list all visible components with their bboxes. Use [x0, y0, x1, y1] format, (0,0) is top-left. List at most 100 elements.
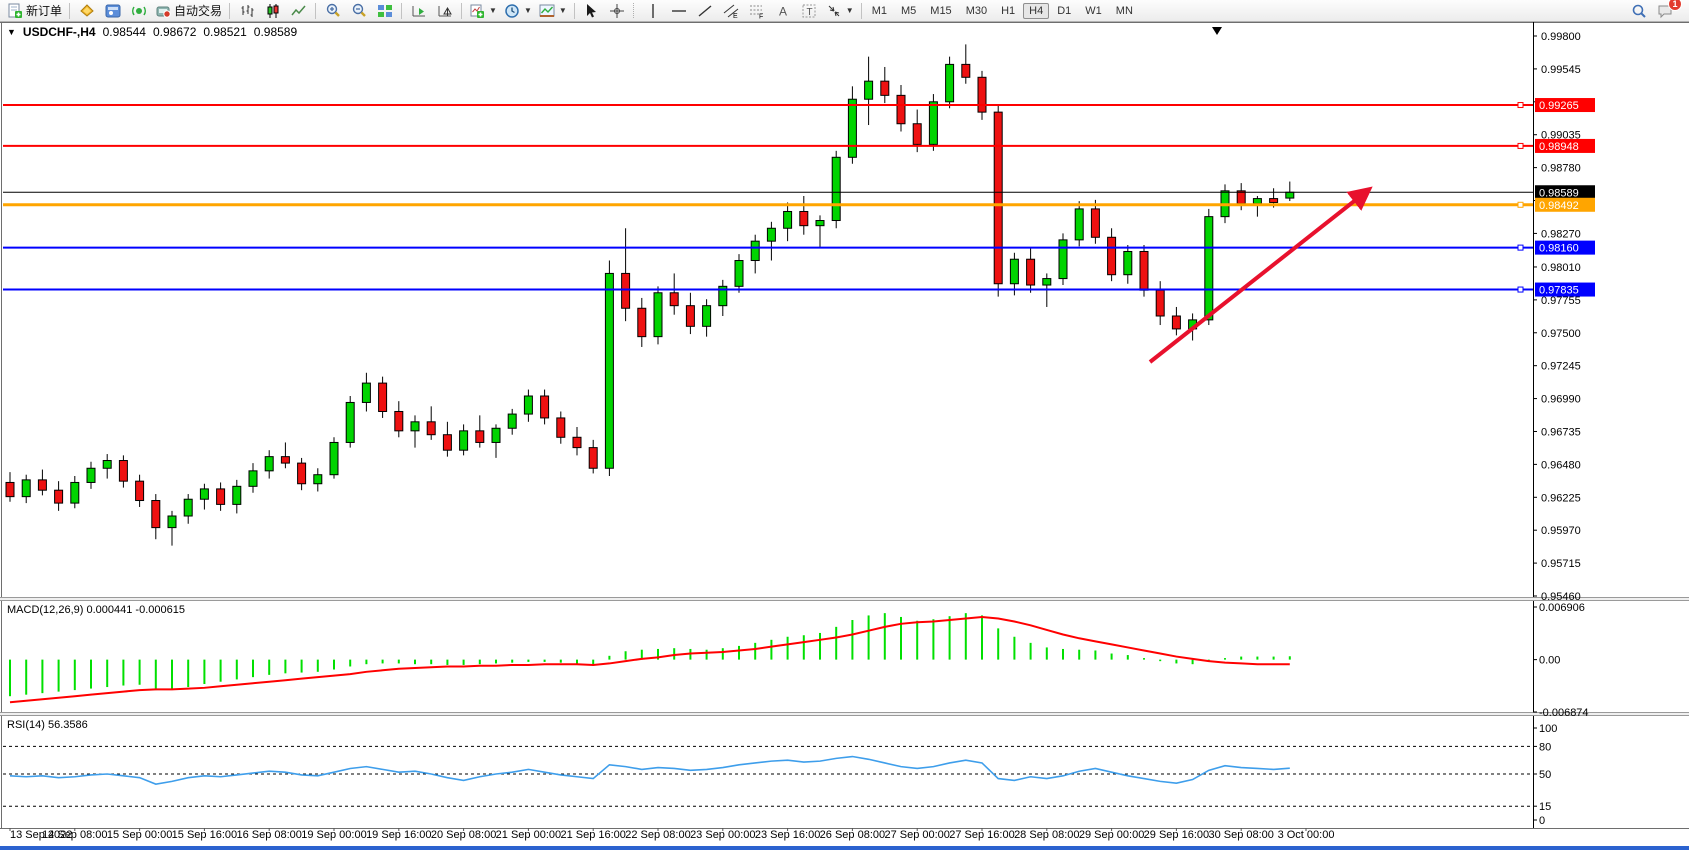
crosshair-icon [610, 3, 625, 18]
new-chart-icon [470, 4, 485, 18]
search-icon [1632, 4, 1646, 18]
timeframe-toolbar: M1 M5 M15 M30 H1 H4 D1 W1 MN [866, 2, 1139, 19]
timeframe-button-m30[interactable]: M30 [965, 4, 988, 17]
strategy-tester-button[interactable] [126, 0, 151, 21]
terminal-button[interactable] [100, 0, 125, 21]
strategy-tester-icon [131, 6, 146, 15]
chart-window: ▼ USDCHF-,H4 0.98544 0.98672 0.98521 0.9… [0, 22, 1689, 846]
auto-scroll-button[interactable] [406, 0, 431, 21]
timeframe-button-m15[interactable]: M15 [930, 4, 952, 17]
new-chart-dropdown[interactable]: ▼ [466, 0, 500, 21]
templates-dropdown[interactable]: ▼ [536, 0, 570, 21]
taskbar-strip [0, 846, 1689, 850]
timeframe-button-d1[interactable]: D1 [1057, 4, 1072, 17]
arrow-shapes-icon [828, 5, 840, 16]
rsi-label: RSI(14) 56.3586 [7, 719, 88, 731]
trendline-tool[interactable] [693, 0, 718, 21]
notifications-button[interactable]: 1 [1652, 0, 1682, 21]
timeframe-button-m1[interactable]: M1 [871, 4, 887, 17]
autotrading-button[interactable]: 自动交易 [152, 0, 225, 21]
macd-panel [9, 613, 1291, 704]
svg-text:0.99800: 0.99800 [1541, 31, 1581, 43]
svg-text:28 Sep 08:00: 28 Sep 08:00 [1014, 829, 1079, 841]
svg-text:19 Sep 00:00: 19 Sep 00:00 [301, 829, 366, 841]
timeframe-button-w1[interactable]: W1 [1085, 4, 1102, 17]
auto-scroll-icon [412, 5, 425, 16]
toolbar-separator [315, 2, 317, 19]
toolbar-separator [401, 2, 403, 19]
toolbar-separator [69, 2, 71, 19]
svg-text:20 Sep 08:00: 20 Sep 08:00 [431, 829, 496, 841]
svg-text:22 Sep 08:00: 22 Sep 08:00 [625, 829, 690, 841]
svg-text:0.00: 0.00 [1539, 655, 1560, 667]
macd-label: MACD(12,26,9) 0.000441 -0.000615 [7, 604, 185, 616]
svg-text:0.97500: 0.97500 [1541, 328, 1581, 340]
periods-dropdown[interactable]: ▼ [501, 0, 535, 21]
zoom-out-button[interactable] [346, 0, 371, 21]
shapes-dropdown[interactable]: ▼ [823, 0, 857, 21]
new-order-button[interactable]: 新订单 [4, 0, 65, 21]
vertical-line-tool[interactable] [641, 0, 666, 21]
svg-text:16 Sep 08:00: 16 Sep 08:00 [236, 829, 301, 841]
chart-title: ▼ USDCHF-,H4 0.98544 0.98672 0.98521 0.9… [7, 25, 297, 39]
text-tool[interactable]: A [771, 0, 796, 21]
svg-text:100: 100 [1539, 723, 1557, 735]
timeframe-button-h1[interactable]: H1 [1001, 4, 1016, 17]
crosshair-tool-button[interactable] [605, 0, 630, 21]
svg-text:23 Sep 00:00: 23 Sep 00:00 [690, 829, 755, 841]
svg-text:0.97245: 0.97245 [1541, 361, 1581, 373]
svg-text:E: E [733, 13, 738, 19]
svg-text:50: 50 [1539, 769, 1551, 781]
chart-shift-button[interactable] [432, 0, 457, 21]
svg-text:14 Sep 08:00: 14 Sep 08:00 [42, 829, 107, 841]
chevron-down-icon: ▼ [489, 6, 497, 15]
trendline-icon [698, 4, 712, 17]
line-chart-button[interactable] [286, 0, 311, 21]
svg-text:26 Sep 08:00: 26 Sep 08:00 [820, 829, 885, 841]
new-order-label: 新订单 [26, 4, 63, 18]
svg-text:0.96225: 0.96225 [1541, 492, 1581, 504]
svg-text:27 Sep 00:00: 27 Sep 00:00 [884, 829, 949, 841]
trend-arrow [1148, 186, 1373, 364]
toolbar-separator [632, 3, 638, 18]
price-chart-canvas[interactable]: 0.998000.995450.992900.990350.987800.985… [0, 22, 1689, 842]
text-label-tool[interactable]: T [797, 0, 822, 21]
svg-text:0.98160: 0.98160 [1539, 243, 1579, 255]
svg-text:29 Sep 16:00: 29 Sep 16:00 [1144, 829, 1209, 841]
svg-text:15 Sep 16:00: 15 Sep 16:00 [172, 829, 237, 841]
chart-expander-icon[interactable]: ▼ [7, 27, 16, 37]
fibonacci-tool[interactable]: F [745, 0, 770, 21]
timeframe-button-h4[interactable]: H4 [1023, 2, 1050, 19]
tile-windows-button[interactable] [372, 0, 397, 21]
svg-text:T: T [807, 7, 813, 18]
svg-text:0.99265: 0.99265 [1539, 100, 1579, 112]
channel-tool[interactable]: E [719, 0, 744, 21]
equidistant-channel-icon: E [723, 4, 739, 19]
chevron-down-icon: ▼ [558, 6, 567, 15]
fibonacci-icon: F [750, 5, 764, 19]
price-axis[interactable]: 0.998000.995450.992900.990350.987800.985… [1533, 31, 1595, 827]
ohlc-low: 0.98521 [203, 25, 247, 39]
svg-text:15: 15 [1539, 801, 1551, 813]
chart-shift-icon [438, 5, 452, 16]
cursor-tool-button[interactable] [579, 0, 604, 21]
svg-text:0.97755: 0.97755 [1541, 295, 1581, 307]
tile-windows-icon [377, 4, 392, 17]
zoom-out-icon [352, 3, 366, 17]
horizontal-line-tool[interactable] [667, 0, 692, 21]
bar-chart-button[interactable] [234, 0, 259, 21]
quotes-button[interactable] [74, 0, 99, 21]
svg-text:27 Sep 16:00: 27 Sep 16:00 [949, 829, 1014, 841]
zoom-in-icon [326, 3, 340, 17]
svg-text:29 Sep 00:00: 29 Sep 00:00 [1079, 829, 1144, 841]
svg-text:0.99035: 0.99035 [1541, 130, 1581, 142]
svg-text:0.97835: 0.97835 [1539, 285, 1579, 297]
zoom-in-button[interactable] [320, 0, 345, 21]
rsi-panel [3, 745, 1533, 807]
search-button[interactable] [1626, 0, 1651, 21]
candlestick-chart-button[interactable] [260, 0, 285, 21]
timeframe-button-m5[interactable]: M5 [901, 4, 917, 17]
horizontal-level-lines[interactable] [3, 102, 1533, 293]
timeframe-button-mn[interactable]: MN [1115, 4, 1133, 17]
